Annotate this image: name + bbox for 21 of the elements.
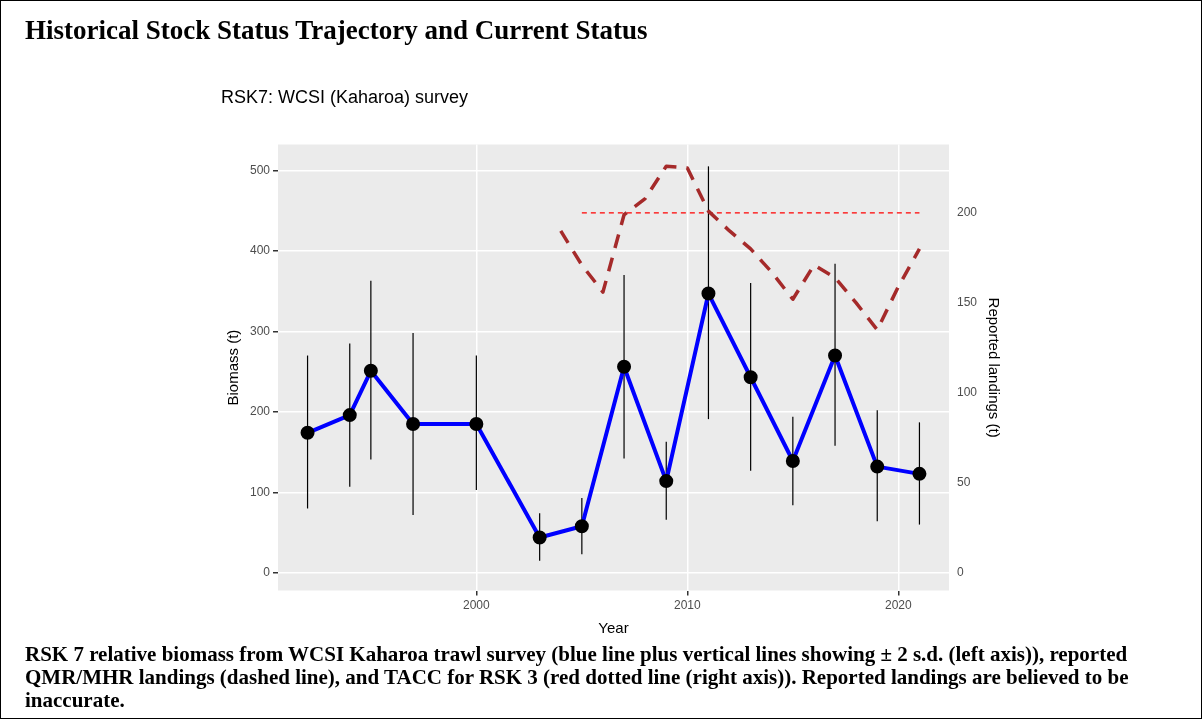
y2-tick-label: 150 (956, 295, 978, 310)
y2-tick-label: 0 (956, 564, 964, 579)
text: RSK 7 relative biomass from WCSI Kaharoa trawl survey (blue line plus vertical lines showing ± 2 s.d. (left axis)), reported QMR/MHR landings (dashed line), and TACC for RSK 3 (red dotted line (right axis)). Reported landings are believed to be inaccurate. (25, 642, 1130, 712)
y2-axis-title: Reported landings (t) (985, 297, 1003, 438)
y2-tick-label: 100 (956, 385, 978, 400)
x-tick-label: 2020 (884, 598, 913, 613)
line-series (559, 164, 922, 332)
x-axis-title: Year (598, 619, 629, 637)
y-tick-label: 0 (263, 565, 271, 580)
y-tick-label: 500 (249, 162, 271, 177)
y-axis-title: Biomass (t) (224, 329, 242, 406)
y-tick-label: 400 (249, 243, 271, 258)
chart-subtitle: RSK7: WCSI (Kaharoa) survey (221, 86, 469, 107)
chart-title: Historical Stock Status Trajectory and Current Status (25, 15, 648, 46)
y2-tick-label: 200 (956, 205, 978, 220)
x-tick-label: 2010 (674, 598, 702, 613)
y2-tick-label: 50 (956, 475, 971, 490)
y-tick-label: 200 (249, 404, 271, 419)
x-tick-label: 2000 (463, 598, 491, 613)
y-tick-label: 300 (249, 323, 271, 338)
y-tick-label: 100 (249, 484, 271, 499)
